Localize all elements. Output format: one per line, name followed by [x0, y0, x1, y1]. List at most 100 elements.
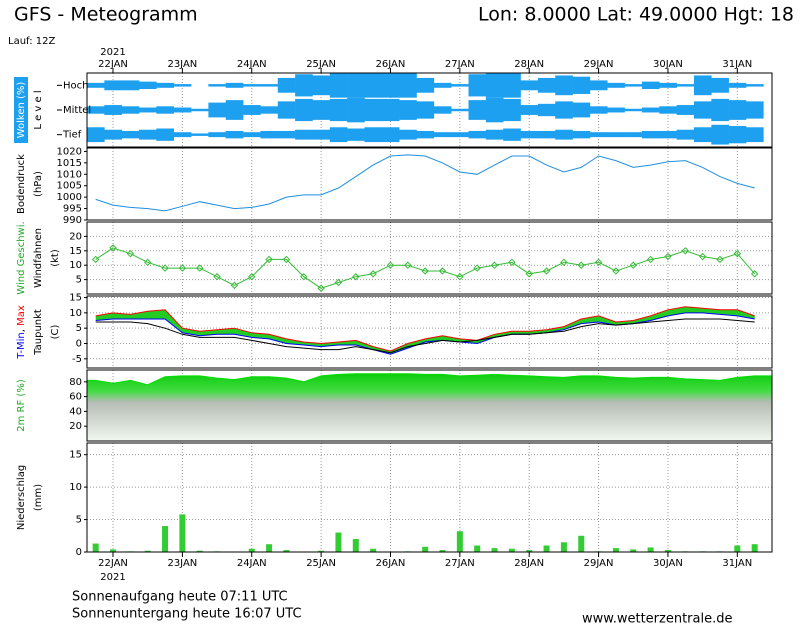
- cloud-cell: [416, 101, 435, 119]
- cloud-cell: [277, 101, 296, 119]
- cloud-cell: [433, 106, 452, 114]
- y-axis-label-part: (hPa): [33, 171, 44, 197]
- y-tick-label: 15: [69, 293, 82, 304]
- y-axis-label: Bodendruck: [16, 154, 27, 214]
- x-tick-label: 23JAN: [167, 59, 197, 70]
- cloud-cell: [416, 130, 435, 139]
- precip-bar: [664, 550, 671, 552]
- series-marker: [386, 261, 395, 269]
- x-tick-label: 24JAN: [237, 59, 267, 70]
- x-tick-label: 30JAN: [653, 558, 683, 569]
- series-line: [95, 306, 755, 352]
- cloud-cell: [555, 129, 573, 140]
- year-top: 2021: [100, 47, 125, 58]
- cloud-cell: [659, 130, 677, 139]
- cloud-cell: [607, 82, 625, 88]
- series-marker: [577, 261, 585, 269]
- series-marker: [196, 264, 204, 272]
- x-tick-label: 22JAN: [98, 558, 128, 569]
- cloud-cell: [485, 73, 504, 98]
- x-tick-label: 25JAN: [306, 558, 336, 569]
- cloud-cell: [173, 132, 192, 138]
- series-line: [95, 154, 755, 212]
- cloud-cell: [208, 132, 227, 138]
- series-marker: [334, 278, 343, 287]
- y-tick-label: 10: [69, 482, 82, 493]
- precip-bar: [630, 549, 637, 552]
- series-marker: [404, 261, 412, 269]
- cloud-cell: [572, 130, 591, 139]
- y-axis-label-part: L e v e l: [33, 90, 44, 129]
- precip-bar: [144, 550, 151, 552]
- cloud-cell: [693, 127, 712, 143]
- precip-bar: [456, 531, 463, 552]
- y-axis-label-part: Wolken (%): [16, 82, 27, 139]
- cloud-cell: [312, 100, 331, 120]
- cloud-cell: [191, 108, 209, 112]
- cloud-cell: [451, 132, 469, 138]
- run: Lauf: 12Z: [8, 36, 55, 47]
- panel-frame: [86, 147, 773, 221]
- sunset: Sonnenuntergang heute 16:07 UTC: [72, 607, 302, 622]
- cloud-cell: [468, 100, 487, 120]
- cloud-cell: [260, 106, 279, 114]
- cloud-cell: [433, 132, 452, 138]
- year-bottom: 2021: [100, 572, 125, 583]
- precip-bar: [110, 549, 117, 552]
- precip-bar: [422, 546, 429, 552]
- y-axis-label: (C): [50, 325, 61, 340]
- series-marker: [560, 258, 568, 267]
- y-tick-label: 15: [69, 450, 82, 461]
- cloud-cell: [451, 84, 469, 87]
- y-axis-label: L e v e l: [33, 90, 44, 129]
- series-marker: [646, 255, 655, 264]
- cloud-cell: [451, 108, 469, 112]
- series-marker: [716, 255, 724, 264]
- chart-title: GFS - Meteogramm: [14, 4, 198, 26]
- series-marker: [317, 284, 325, 292]
- cloud-cell: [728, 82, 747, 88]
- cloud-cell: [589, 80, 608, 91]
- cloud-cell: [728, 100, 747, 120]
- series-marker: [126, 249, 135, 258]
- precip-bar: [196, 550, 203, 552]
- panel-frame: [86, 295, 773, 369]
- series-line: [95, 312, 755, 355]
- precip-bar: [266, 544, 273, 552]
- series-marker: [421, 267, 429, 275]
- y-axis-label-part: 2m RF (%): [16, 379, 27, 432]
- cloud-cell: [728, 126, 747, 144]
- cloud-cell: [589, 132, 608, 138]
- y-axis-label-part: Wind Geschwi.: [16, 221, 27, 294]
- cloud-cell: [503, 128, 521, 141]
- cloud-cell: [468, 74, 487, 97]
- cloud-cell: [399, 129, 417, 140]
- cloud-cell: [243, 84, 261, 87]
- series-marker: [265, 255, 273, 264]
- series-marker: [91, 255, 100, 264]
- precip-bar: [491, 548, 498, 552]
- precip-bar: [526, 550, 533, 552]
- level-label: Hoch: [63, 80, 88, 91]
- cloud-cell: [87, 106, 105, 114]
- cloud-cell: [676, 84, 695, 87]
- x-tick-label: 27JAN: [445, 558, 475, 569]
- panel-frame: [86, 369, 773, 442]
- cloud-cell: [537, 130, 556, 139]
- precip-bar: [92, 543, 99, 552]
- y-tick-label: 0: [76, 547, 82, 558]
- cloud-cell: [589, 106, 608, 114]
- cloud-cell: [641, 130, 660, 139]
- cloud-cell: [364, 98, 383, 122]
- cloud-cell: [104, 80, 122, 91]
- series-marker: [750, 270, 759, 278]
- y-tick-label: 15: [69, 246, 82, 257]
- x-tick-label: 23JAN: [167, 558, 197, 569]
- series-marker: [352, 273, 360, 281]
- series-marker: [178, 264, 187, 272]
- precip-bar: [647, 547, 654, 552]
- cloud-cell: [433, 82, 452, 88]
- precip-bar: [162, 526, 169, 552]
- level-label: Mittel: [63, 105, 91, 116]
